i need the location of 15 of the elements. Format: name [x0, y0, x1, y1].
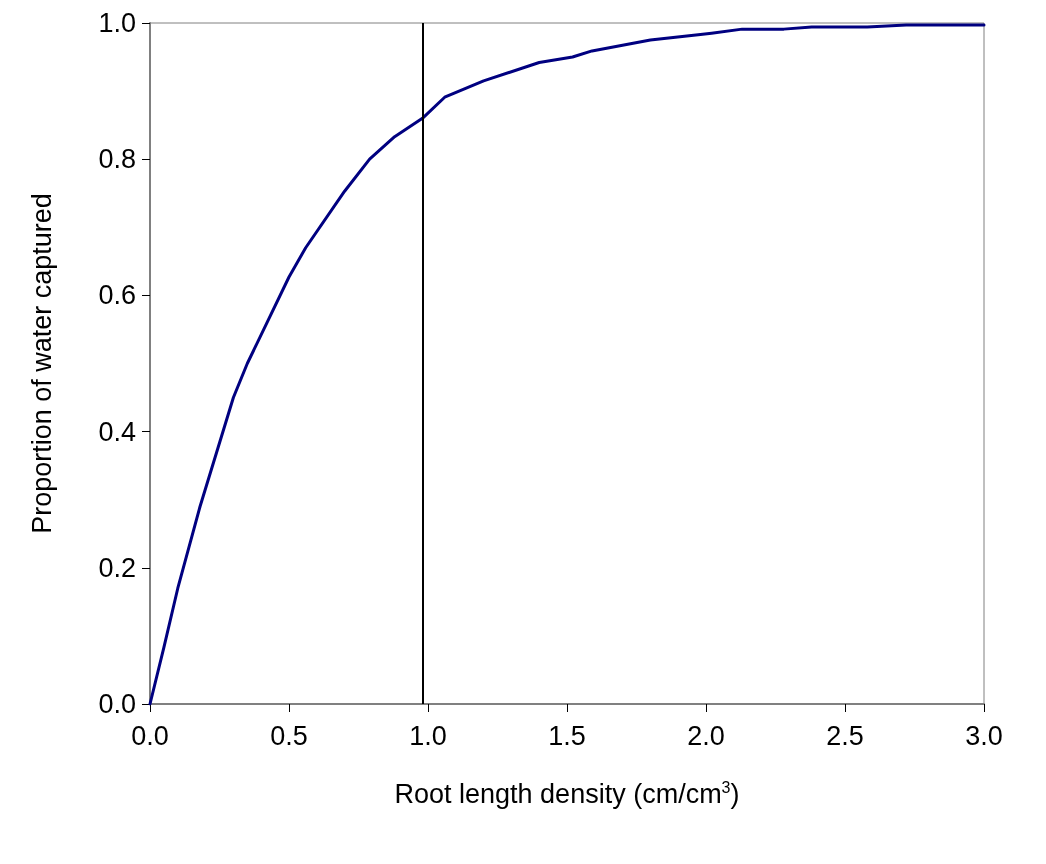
y-tick-label: 0.4 — [98, 416, 136, 447]
y-tick-label: 1.0 — [98, 8, 136, 38]
y-tick-label: 0.0 — [98, 689, 136, 719]
x-tick-label: 2.5 — [826, 720, 864, 751]
x-tick-label: 2.0 — [687, 720, 725, 751]
x-tick-label: 0.5 — [270, 720, 308, 751]
y-tick-label: 0.6 — [98, 280, 136, 311]
x-tick-label: 3.0 — [965, 720, 1003, 751]
y-tick-label: 0.2 — [98, 552, 136, 583]
line-series — [148, 23, 986, 706]
x-tick-label: 0.0 — [131, 720, 169, 751]
x-tick-label: 1.0 — [409, 720, 447, 751]
x-tick-label: 1.5 — [548, 720, 586, 751]
y-axis-title: Proportion of water captured — [26, 193, 57, 534]
y-tick-label: 0.8 — [98, 144, 136, 175]
